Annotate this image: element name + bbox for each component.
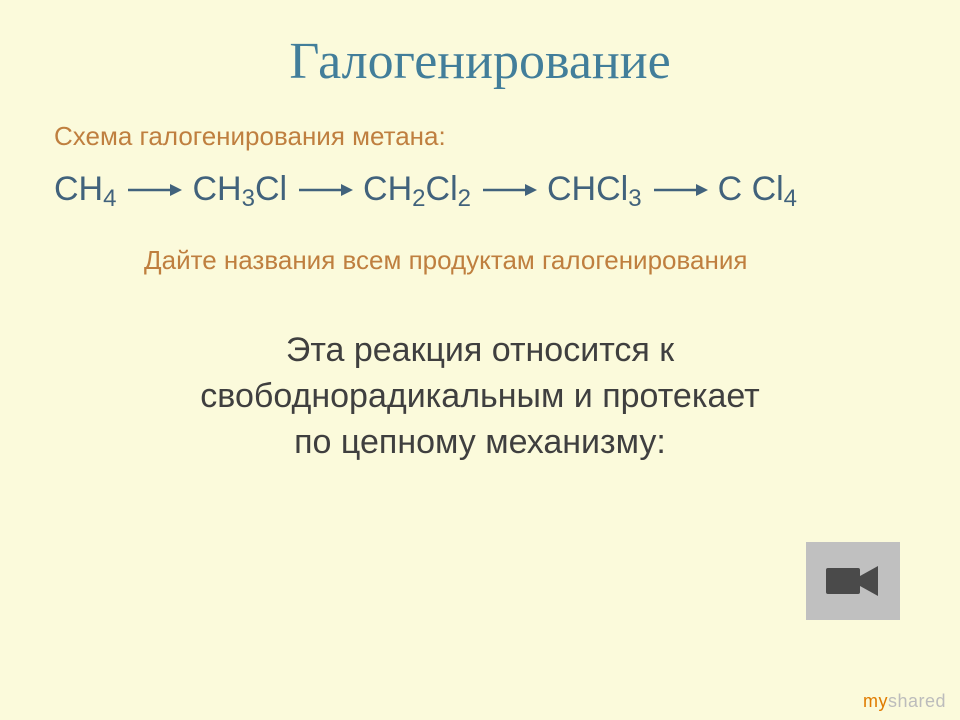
watermark-shared: shared	[888, 691, 946, 711]
arrow-icon	[652, 180, 708, 200]
watermark: myshared	[863, 691, 946, 712]
watermark-my: my	[863, 691, 888, 711]
main-text-line-2: свободнорадикальным и протекает	[200, 377, 759, 415]
formula: C Cl4	[718, 170, 797, 209]
arrow-icon	[126, 180, 182, 200]
reaction-scheme: CH4 CH3Cl CH2Cl2 CHCl3 C Cl4	[54, 170, 912, 209]
camera-icon	[824, 562, 882, 600]
video-link-box[interactable]	[806, 542, 900, 620]
arrow-icon	[297, 180, 353, 200]
scheme-subtitle: Схема галогенирования метана:	[54, 121, 912, 152]
slide-title: Галогенирование	[48, 32, 912, 91]
main-text-line-1: Эта реакция относится к	[286, 331, 674, 369]
formula: CHCl3	[547, 170, 642, 209]
task-line: Дайте названия всем продуктам галогениро…	[144, 245, 912, 276]
main-text-line-3: по цепному механизму:	[294, 423, 666, 461]
slide: Галогенирование Схема галогенирования ме…	[0, 0, 960, 720]
formula: CH2Cl2	[363, 170, 471, 209]
formula: CH4	[54, 170, 116, 209]
main-text: Эта реакция относится к свободнорадикаль…	[108, 328, 852, 466]
arrow-icon	[481, 180, 537, 200]
formula: CH3Cl	[192, 170, 287, 209]
